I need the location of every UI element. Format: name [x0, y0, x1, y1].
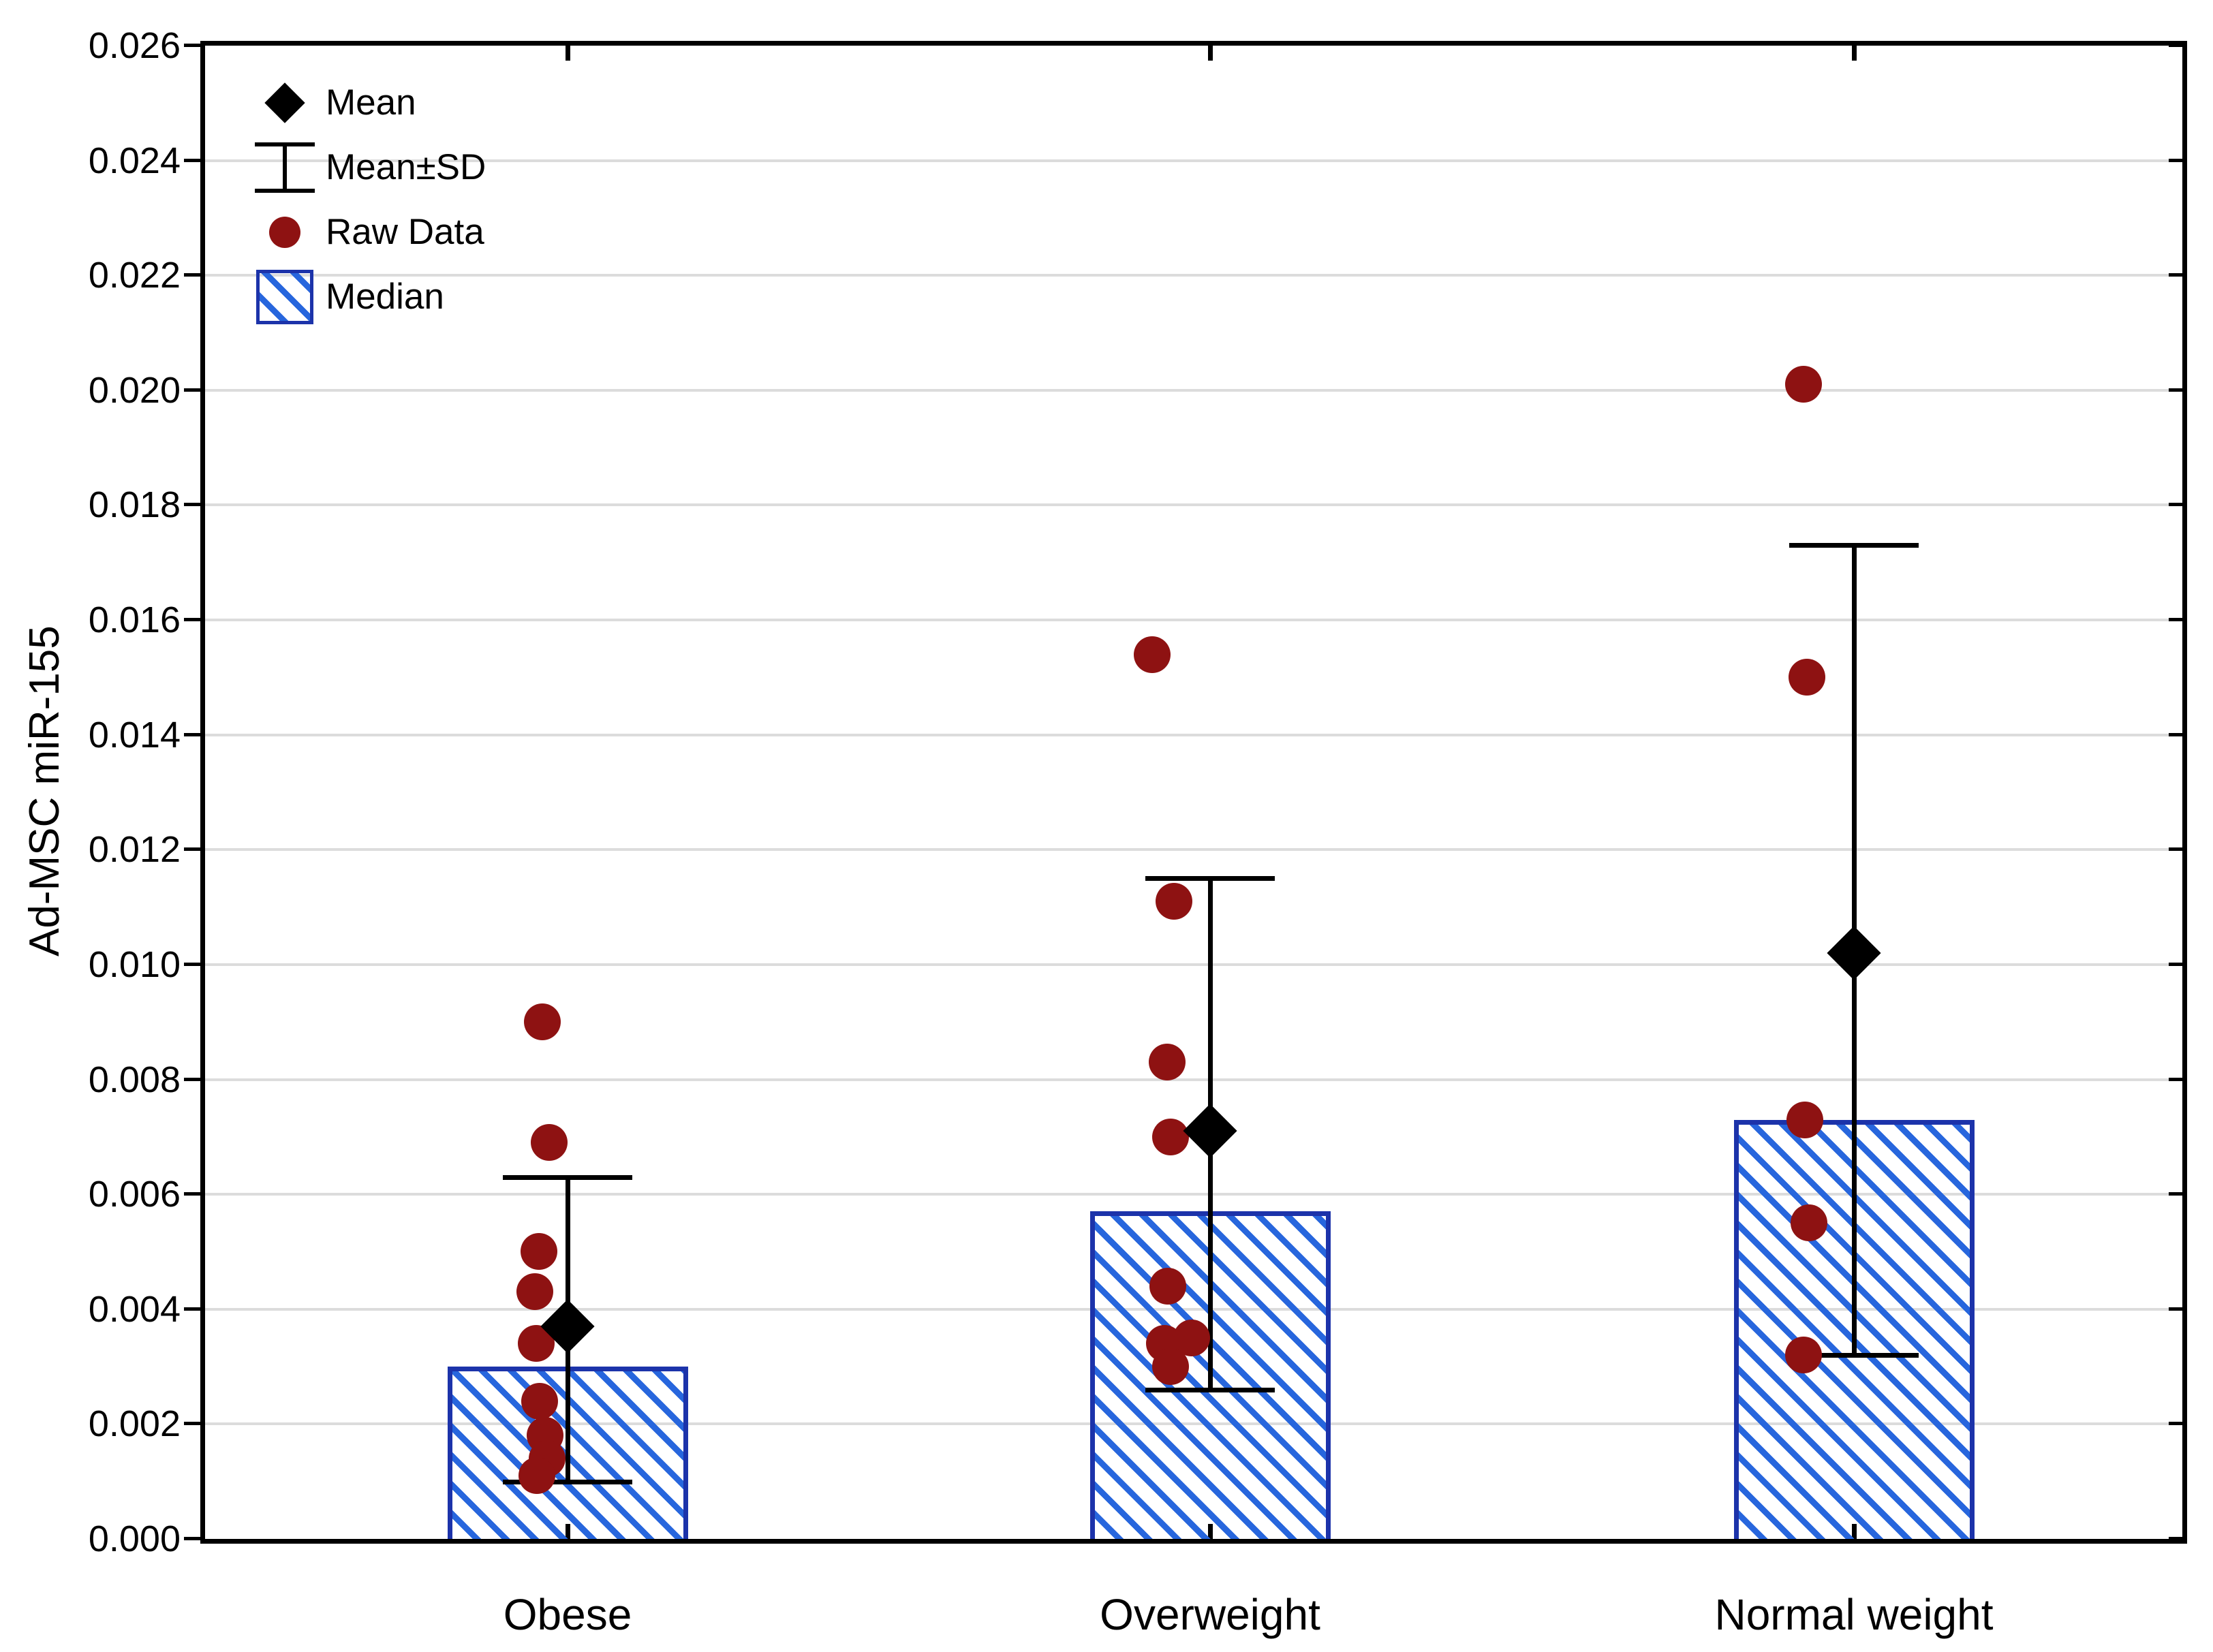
x-tick-top	[566, 46, 570, 61]
y-gridline	[205, 848, 2182, 852]
x-category-label: Overweight	[1100, 1590, 1320, 1639]
y-gridline	[205, 159, 2182, 162]
y-tick-label: 0.024	[88, 140, 181, 181]
errorbar-icon	[244, 142, 326, 193]
y-gridline	[205, 963, 2182, 966]
y-tick-left	[184, 732, 200, 736]
sd-cap-upper	[503, 1174, 632, 1180]
x-category-label: Normal weight	[1714, 1590, 1994, 1639]
y-tick-left	[184, 1192, 200, 1196]
y-tick-left	[184, 44, 200, 47]
y-tick-right	[2169, 503, 2182, 507]
legend-label: Mean±SD	[326, 147, 486, 187]
y-tick-label: 0.016	[88, 599, 181, 641]
y-tick-right	[2169, 388, 2182, 392]
x-tick-top	[1852, 46, 1857, 61]
y-gridline	[205, 619, 2182, 622]
dot-icon	[244, 216, 326, 248]
mean-diamond	[1827, 926, 1881, 980]
y-tick-right	[2169, 1422, 2182, 1426]
raw-data-point	[521, 1233, 557, 1271]
raw-data-point	[1789, 659, 1825, 696]
y-tick-left	[184, 388, 200, 392]
y-tick-left	[184, 618, 200, 622]
y-tick-label: 0.020	[88, 369, 181, 411]
y-tick-left	[184, 1537, 200, 1540]
raw-data-point	[521, 1382, 558, 1420]
sd-cap-lower	[1789, 1353, 1919, 1358]
legend-item-median: Median	[244, 264, 486, 329]
y-tick-label: 0.010	[88, 944, 181, 985]
y-tick-label: 0.006	[88, 1174, 181, 1215]
y-tick-right	[2169, 847, 2182, 852]
y-tick-right	[2169, 1307, 2182, 1311]
median-swatch-icon	[244, 269, 326, 324]
legend-item-mean-sd: Mean±SD	[244, 135, 486, 200]
y-tick-right	[2169, 1077, 2182, 1081]
y-tick-label: 0.004	[88, 1288, 181, 1330]
raw-data-point	[1134, 636, 1171, 673]
y-gridline	[205, 733, 2182, 736]
y-tick-right	[2169, 1537, 2182, 1540]
raw-data-point	[1156, 883, 1192, 920]
x-category-label: Obese	[503, 1590, 632, 1639]
y-tick-label: 0.014	[88, 714, 181, 755]
sd-cap-lower	[1145, 1387, 1275, 1392]
y-gridline	[205, 274, 2182, 277]
raw-data-point	[1791, 1204, 1827, 1242]
raw-data-point	[1786, 1101, 1823, 1138]
raw-data-point	[524, 1003, 561, 1041]
mean-diamond	[1183, 1104, 1237, 1159]
raw-data-point	[519, 1457, 555, 1495]
y-tick-label: 0.018	[88, 484, 181, 526]
y-gridline	[205, 1193, 2182, 1196]
sd-cap-lower	[503, 1479, 632, 1484]
legend-label: Mean	[326, 82, 416, 123]
y-tick-left	[184, 1422, 200, 1426]
y-tick-right	[2169, 618, 2182, 622]
y-axis-title: Ad-MSC miR-155	[21, 625, 68, 956]
legend-label: Raw Data	[326, 212, 484, 252]
y-tick-right	[2169, 1192, 2182, 1196]
raw-data-point	[1152, 1118, 1189, 1155]
y-gridline	[205, 1078, 2182, 1081]
raw-data-point	[1785, 1337, 1822, 1374]
y-gridline	[205, 503, 2182, 507]
legend-item-mean: Mean	[244, 70, 486, 135]
plot-area	[200, 41, 2187, 1544]
y-gridline	[205, 388, 2182, 392]
raw-data-point	[516, 1273, 553, 1311]
legend-item-raw-data: Raw Data	[244, 200, 486, 264]
y-tick-right	[2169, 962, 2182, 966]
y-tick-left	[184, 847, 200, 852]
raw-data-point	[1149, 1268, 1186, 1305]
y-tick-right	[2169, 732, 2182, 736]
y-tick-label: 0.012	[88, 829, 181, 871]
raw-data-point	[1152, 1348, 1189, 1386]
y-tick-left	[184, 1077, 200, 1081]
y-tick-label: 0.026	[88, 25, 181, 66]
legend: Mean Mean±SD Raw Data Median	[244, 70, 486, 329]
y-tick-label: 0.002	[88, 1403, 181, 1445]
diamond-icon	[244, 82, 326, 123]
sd-cap-upper	[1789, 543, 1919, 548]
x-tick-top	[1208, 46, 1213, 61]
legend-label: Median	[326, 277, 444, 317]
y-tick-right	[2169, 273, 2182, 277]
y-tick-label: 0.000	[88, 1518, 181, 1559]
y-tick-right	[2169, 44, 2182, 47]
y-tick-left	[184, 158, 200, 162]
y-tick-label: 0.008	[88, 1059, 181, 1100]
raw-data-point	[1149, 1044, 1186, 1081]
sd-cap-upper	[1145, 876, 1275, 882]
y-tick-left	[184, 962, 200, 966]
y-tick-left	[184, 503, 200, 507]
y-tick-left	[184, 273, 200, 277]
raw-data-point	[531, 1124, 568, 1162]
y-tick-right	[2169, 158, 2182, 162]
raw-data-point	[1785, 366, 1822, 403]
y-tick-left	[184, 1307, 200, 1311]
y-tick-label: 0.022	[88, 255, 181, 296]
